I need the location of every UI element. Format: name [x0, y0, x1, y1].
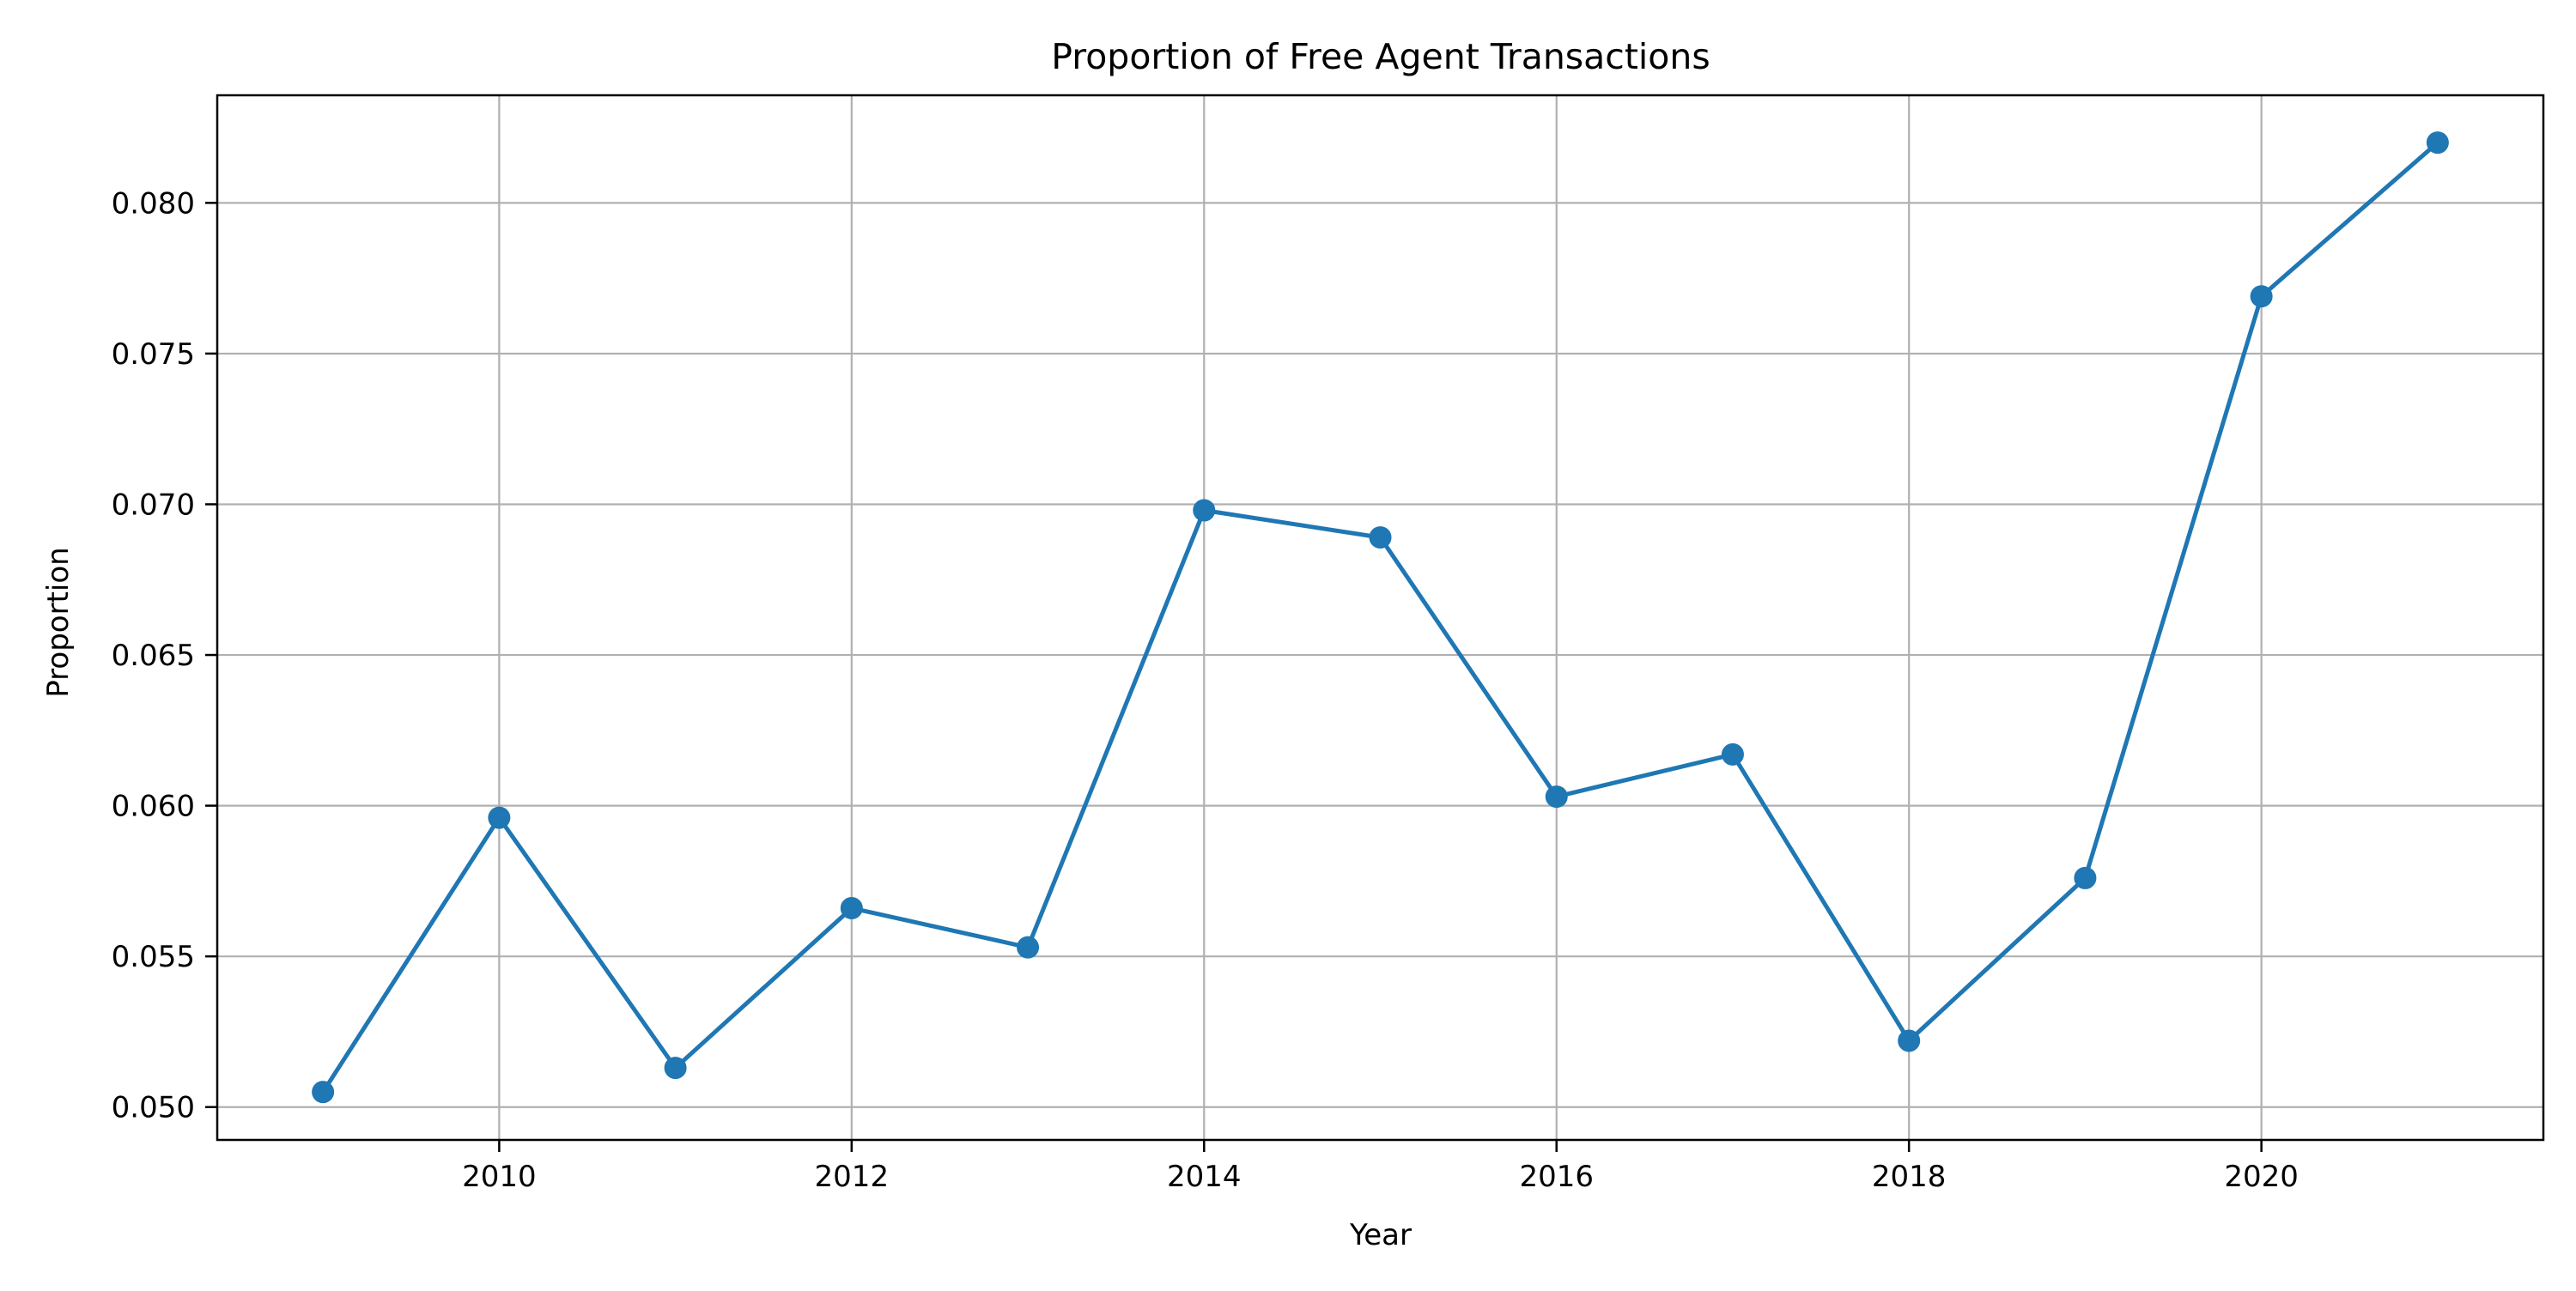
x-axis-label: Year — [1349, 1218, 1412, 1252]
data-point — [1017, 936, 1040, 959]
data-point — [488, 806, 511, 829]
data-point — [2074, 866, 2097, 889]
data-point — [2426, 131, 2449, 155]
chart-title: Proportion of Free Agent Transactions — [1051, 36, 1710, 77]
data-point — [1898, 1029, 1921, 1052]
x-tick-label: 2010 — [462, 1160, 537, 1194]
data-series — [312, 131, 2449, 1104]
data-point — [664, 1057, 687, 1080]
data-point — [840, 896, 863, 919]
data-point — [1369, 526, 1392, 549]
x-tick-label: 2020 — [2224, 1160, 2299, 1194]
x-tick-label: 2016 — [1519, 1160, 1594, 1194]
data-point — [2250, 285, 2273, 308]
y-tick-label: 0.080 — [112, 186, 195, 221]
x-tick-label: 2014 — [1167, 1160, 1242, 1194]
y-tick-label: 0.060 — [112, 790, 195, 824]
grid-lines — [217, 95, 2543, 1140]
x-tick-label: 2012 — [815, 1160, 890, 1194]
plot-frame — [216, 94, 2545, 1142]
y-tick-label: 0.055 — [112, 940, 195, 974]
x-tick-label: 2018 — [1872, 1160, 1947, 1194]
data-point — [312, 1081, 335, 1104]
data-point — [1545, 785, 1568, 809]
y-tick-label: 0.065 — [112, 639, 195, 673]
y-tick-label: 0.075 — [112, 337, 195, 372]
data-point — [1721, 742, 1744, 766]
axes: 2010 2012 2014 2016 2018 2020 0.050 0.055 0.060 0… — [112, 94, 2545, 1194]
data-point — [1193, 499, 1216, 522]
y-tick-label: 0.050 — [112, 1091, 195, 1125]
y-axis-label: Proportion — [41, 547, 76, 697]
y-tick-label: 0.070 — [112, 488, 195, 522]
